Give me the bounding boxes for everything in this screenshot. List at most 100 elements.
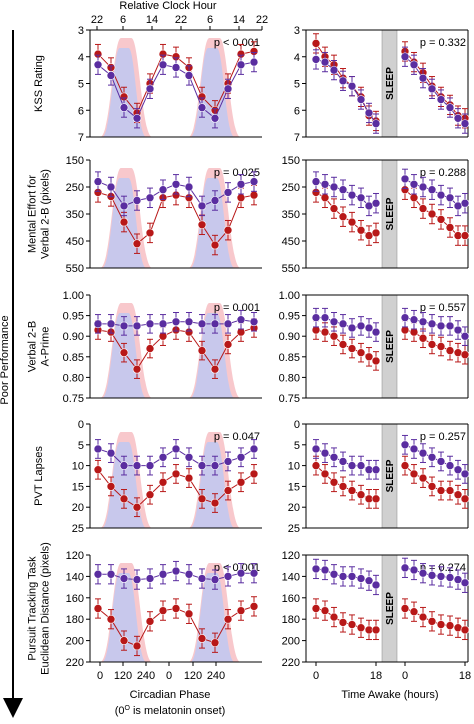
data-point [427,209,437,219]
y-axis-label: Pursuit Tracking Task [27,556,39,661]
x-tick-label: 240 [137,670,155,682]
data-point [453,465,463,475]
y-tick-label: 1.00 [279,290,300,302]
data-point [409,444,419,454]
x-tick-label: 0 [97,670,103,682]
y-tick-label: 15 [72,481,84,493]
data-point [329,331,339,341]
data-point [445,193,455,203]
y-tick-label: 450 [66,236,84,248]
bottom-left-label: Circadian Phase [130,689,211,701]
x-tick-label: 120 [114,670,132,682]
y-tick-label: 550 [66,263,84,275]
y-tick-label: 0.90 [279,331,300,343]
data-point [356,348,366,357]
sleep-label: SLEEP [385,197,396,230]
data-point [223,340,233,349]
data-point [132,641,142,651]
data-point [197,103,207,112]
data-point [158,319,168,329]
y-tick-label: 0 [294,419,300,431]
y-tick-label: 250 [282,182,300,194]
data-point [436,95,446,104]
data-point [158,452,168,462]
y-tick-label: 6 [294,105,300,117]
data-point [436,486,446,495]
data-point [320,448,330,458]
data-point [356,461,366,470]
y-tick-label: 5 [78,440,84,452]
data-point [371,198,381,208]
data-point [132,575,142,584]
data-point [356,490,366,500]
data-point [409,469,419,479]
data-point [210,461,220,470]
data-point [132,196,142,205]
data-point [93,60,103,70]
data-point [427,452,437,462]
data-point [93,444,103,454]
data-point [311,461,321,470]
data-point [418,204,428,213]
data-point [436,620,446,629]
x-tick-label: 18 [459,670,471,682]
data-point [356,193,366,203]
y-tick-label: 6 [78,105,84,117]
data-point [311,604,321,613]
data-point [106,182,116,192]
data-point [236,477,246,487]
top-tick-label: 6 [120,14,126,26]
y-tick-label: 0.90 [63,331,84,343]
y-axis-label: Verbal 2-B [27,321,39,372]
data-point [223,188,233,197]
data-point [427,84,437,94]
data-point [453,490,463,500]
data-point [223,84,233,94]
x-tick-label: 0 [402,670,408,682]
data-point [119,321,129,331]
data-point [356,623,366,633]
data-point [356,574,366,583]
top-tick-label: 14 [146,14,158,26]
data-point [119,103,129,112]
data-point [409,607,419,617]
p-value: p = 0.332 [420,37,466,49]
melatonin-shade-blue [190,48,235,137]
data-point [311,177,321,186]
data-point [197,461,207,470]
y-tick-label: 3 [78,25,84,37]
data-point [427,482,437,491]
y-axis-label: PVT Lapses [33,446,45,506]
data-point [445,223,455,232]
data-point [145,319,155,329]
data-point [460,469,470,479]
p-value: p = 0.257 [420,431,466,443]
y-tick-label: 200 [66,636,84,648]
data-point [158,569,168,579]
data-point [400,440,410,450]
data-point [418,333,428,343]
y-tick-label: 0.85 [63,352,84,364]
data-point [132,113,142,123]
data-point [119,201,129,211]
y-tick-label: 25 [72,523,84,535]
data-point [236,60,246,70]
data-point [145,461,155,470]
data-point [132,461,142,470]
melatonin-shade-blue [102,573,147,662]
y-tick-label: 350 [66,209,84,221]
data-point [445,321,455,331]
data-point [418,473,428,483]
data-point [145,344,155,353]
data-point [400,563,410,573]
y-tick-label: 5 [294,79,300,91]
data-point [418,317,428,327]
data-point [453,113,463,123]
y-tick-label: 20 [72,502,84,514]
x-tick-label: 18 [370,670,382,682]
data-point [371,119,381,128]
data-point [418,568,428,578]
melatonin-shade-blue [190,442,235,528]
x-tick-label: 240 [207,670,225,682]
data-point [311,55,321,64]
